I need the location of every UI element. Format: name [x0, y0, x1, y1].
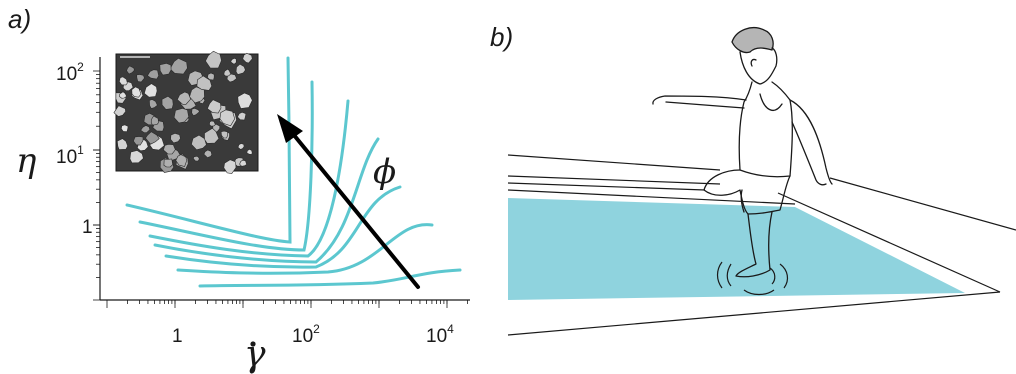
particle [193, 155, 200, 162]
x-tick-label-100: 102 [292, 322, 320, 347]
particle [118, 76, 128, 86]
particle [223, 159, 237, 174]
particle [246, 148, 253, 155]
particle [163, 158, 174, 168]
y-tick-label-100: 102 [56, 60, 84, 85]
particle [235, 63, 246, 75]
particle [176, 91, 192, 105]
person-collar [759, 93, 783, 111]
particle [237, 92, 253, 109]
particle [196, 75, 213, 91]
person-right-arm-inner [791, 121, 827, 186]
particle [113, 105, 126, 117]
flow-curve-6 [176, 223, 434, 275]
particle [230, 57, 237, 65]
particle [207, 72, 215, 81]
particle [131, 86, 142, 98]
particle [223, 68, 232, 77]
particle [220, 130, 229, 139]
person-hair [731, 27, 774, 54]
person-head [739, 47, 778, 85]
person-ear [750, 58, 757, 67]
person-left-arm-under [665, 101, 745, 109]
particle [133, 136, 144, 146]
y-axis-label: η [16, 141, 37, 181]
particle [209, 120, 216, 127]
particle [169, 57, 188, 75]
particle [239, 159, 248, 167]
person-torso [738, 81, 793, 178]
x-axis-label-dot [250, 341, 256, 347]
phi-arrow [277, 114, 420, 289]
particle [237, 111, 247, 121]
person-right-arm [789, 99, 833, 185]
y-tick-label-1: 1 [82, 217, 93, 238]
flow-curve-2 [138, 80, 314, 252]
person-left-arm [652, 95, 747, 105]
person-raised-leg [740, 189, 745, 213]
flow-curves [125, 56, 462, 288]
particle [237, 143, 245, 150]
particle [126, 65, 135, 75]
particle [159, 62, 172, 76]
particle [147, 69, 160, 80]
particle [191, 107, 200, 116]
flow-curve-3 [148, 99, 350, 258]
flow-curve-4 [153, 137, 380, 264]
particle [173, 107, 190, 124]
particle [145, 131, 160, 145]
particle [161, 95, 174, 110]
particle [149, 99, 158, 109]
person-shorts [703, 169, 791, 215]
pool-water [508, 198, 965, 300]
x-tick-label-10000: 104 [426, 322, 454, 347]
particle [204, 127, 220, 144]
pool-rim [507, 154, 1016, 336]
particle [219, 109, 236, 127]
particle [119, 91, 128, 99]
particle [116, 138, 129, 150]
particle [163, 143, 176, 155]
particle [150, 115, 159, 126]
particle [175, 154, 188, 167]
y-tick-label-10: 101 [56, 143, 84, 168]
panel-a-label: a) [8, 4, 32, 34]
particle [170, 132, 181, 144]
particle [203, 149, 213, 159]
x-tick-label-1: 1 [172, 326, 183, 347]
particle [242, 52, 253, 64]
particle [143, 83, 158, 98]
flow-curve-1 [125, 56, 292, 244]
particle [226, 73, 237, 83]
particle [120, 124, 129, 133]
particles [113, 50, 253, 174]
particle [191, 134, 207, 151]
flow-curve-5 [164, 185, 402, 269]
panel-a-plot: 102 101 1 1 102 104 η γ [16, 50, 470, 374]
particle [207, 99, 222, 114]
panel-b-label: b) [490, 22, 514, 52]
x-axis-label: γ [244, 334, 266, 374]
phi-label: ϕ [373, 152, 396, 192]
person-figure [652, 27, 833, 278]
particle [205, 50, 222, 69]
flow-curve-7 [198, 268, 462, 288]
particle [136, 74, 145, 83]
minor-ticks [93, 70, 468, 308]
particle-micrograph-inset [113, 50, 259, 174]
particle [140, 125, 151, 133]
person-standing-leg [735, 211, 773, 278]
panel-b-illustration [507, 27, 1016, 336]
water-ripples [716, 261, 789, 296]
particle [129, 150, 144, 164]
